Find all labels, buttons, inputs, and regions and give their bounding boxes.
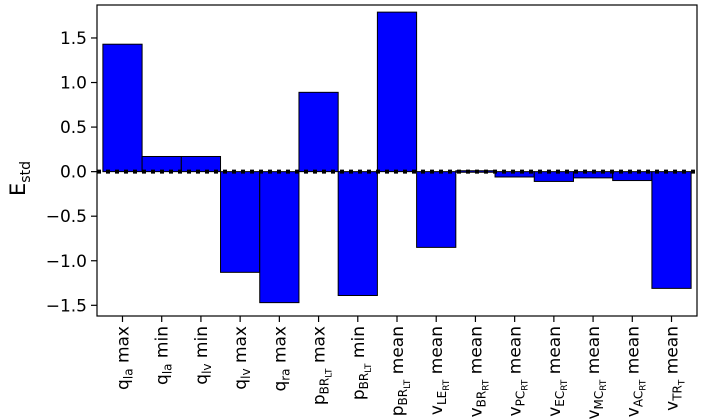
x-tick-label: vLERT mean <box>427 326 452 415</box>
y-axis-label: Estd <box>6 130 34 210</box>
x-tick-label: vMCRT mean <box>584 326 609 419</box>
x-axis-ticks: qla max qla min qlv min qlv max qra max pBRLT… <box>113 316 688 419</box>
x-tick-label: qlv max <box>231 326 253 390</box>
bar-1 <box>141 155 182 173</box>
x-tick-label: vTRT mean <box>663 326 688 411</box>
x-tick-label: pBRLT min <box>349 326 374 400</box>
y-axis-label-main: E <box>6 182 30 196</box>
bar-7 <box>376 11 418 173</box>
y-axis-ticks: −1.5 −1.0 −0.5 0.0 0.5 1.0 1.5 <box>46 29 97 316</box>
y-tick-label: −0.5 <box>46 207 87 227</box>
y-tick-label: −1.5 <box>46 296 87 316</box>
x-tick-label: vECRT mean <box>545 326 570 417</box>
y-tick-label: 1.0 <box>60 74 87 94</box>
bar-5 <box>298 91 339 173</box>
bar-3 <box>220 171 261 273</box>
x-tick-label: qla min <box>153 326 175 385</box>
bar-2 <box>180 155 222 173</box>
y-tick-label: 0.5 <box>60 118 87 138</box>
bars-layer <box>102 11 692 304</box>
y-tick-label: 0.0 <box>60 163 87 183</box>
x-tick-label: vBRRT mean <box>466 326 491 417</box>
y-axis-label-subscript: std <box>18 161 35 183</box>
x-tick-label: qra max <box>270 326 292 392</box>
x-tick-label: qla max <box>113 326 135 390</box>
y-tick-label: −1.0 <box>46 252 87 272</box>
x-tick-label: pBRLT max <box>310 326 335 405</box>
x-tick-label: vPCRT mean <box>506 326 531 416</box>
bar-0 <box>102 43 143 173</box>
x-tick-label: pBRLT mean <box>388 326 413 416</box>
x-tick-label: qlv min <box>192 326 214 385</box>
bar-6 <box>337 171 378 297</box>
x-tick-label: vACRT mean <box>623 326 648 417</box>
bar-14 <box>651 171 692 289</box>
y-tick-label: 1.5 <box>60 29 87 49</box>
bar-8 <box>416 171 457 248</box>
bar-4 <box>259 171 300 304</box>
